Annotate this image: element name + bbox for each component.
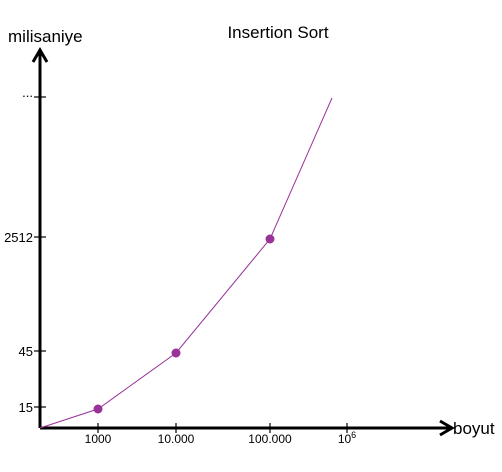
y-axis-arrow [31, 47, 49, 63]
data-point [171, 348, 181, 358]
chart-title: Insertion Sort [227, 23, 328, 42]
data-point [265, 234, 275, 244]
y-tick-label: 45 [19, 344, 33, 359]
axes [31, 47, 455, 437]
series [39, 97, 333, 429]
x-ticks: 1000 10.000 100.000 106 [85, 423, 356, 446]
x-axis-label: boyut [453, 419, 495, 438]
y-tick-label: 15 [19, 400, 33, 415]
x-axis-arrow [439, 419, 455, 437]
x-tick-label: 106 [338, 430, 356, 446]
y-tick-label: 2512 [4, 230, 33, 245]
x-tick-label: 100.000 [248, 432, 292, 446]
x-tick-label: 10.000 [158, 432, 195, 446]
y-tick-label: ... [22, 85, 33, 100]
y-axis-label: milisaniye [8, 27, 83, 46]
y-ticks: 15 45 2512... [4, 85, 46, 415]
data-point [93, 404, 103, 414]
series-line [39, 97, 333, 429]
x-tick-label: 1000 [85, 432, 112, 446]
